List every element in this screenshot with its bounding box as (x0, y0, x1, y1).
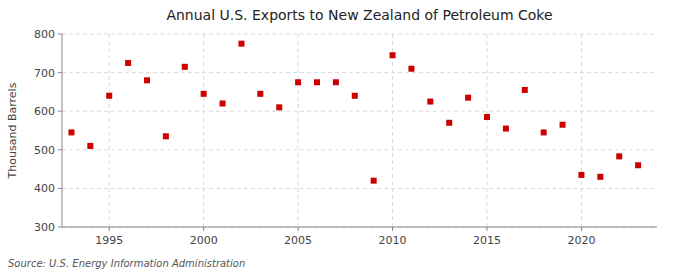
x-axis-line (62, 227, 657, 228)
x-tick-label: 2000 (190, 234, 218, 247)
point (295, 79, 301, 85)
y-grid-line (62, 227, 657, 228)
point (427, 99, 433, 105)
point (541, 129, 547, 135)
point (87, 143, 93, 149)
point (144, 77, 150, 83)
y-grid-line (62, 111, 657, 112)
y-grid-line (62, 149, 657, 150)
y-tick (58, 188, 62, 189)
y-tick-label: 700 (34, 67, 55, 80)
x-tick-label: 2015 (473, 234, 501, 247)
y-tick-label: 300 (34, 221, 55, 234)
x-tick-label: 1995 (95, 234, 123, 247)
grid (62, 34, 657, 227)
y-axis-label: Thousand Barrels (6, 82, 19, 179)
point (68, 129, 74, 135)
x-grid-line (298, 34, 299, 227)
point (201, 91, 207, 97)
y-grid-line (62, 72, 657, 73)
title: Annual U.S. Exports to New Zealand of Pe… (166, 7, 552, 23)
x-tick (203, 227, 204, 231)
point (333, 79, 339, 85)
x-grid-line (109, 34, 110, 227)
source-note: Source: U.S. Energy Information Administ… (8, 258, 245, 269)
point (276, 104, 282, 110)
point (597, 174, 603, 180)
point (503, 126, 509, 132)
x-grid-line (487, 34, 488, 227)
y-tick (58, 34, 62, 35)
point (371, 178, 377, 184)
point (163, 133, 169, 139)
x-grid-line (581, 34, 582, 227)
point (465, 95, 471, 101)
point (257, 91, 263, 97)
y-tick-label: 400 (34, 182, 55, 195)
point (238, 41, 244, 47)
y-tick-label: 600 (34, 105, 55, 118)
y-tick (58, 72, 62, 73)
chart-svg: Annual U.S. Exports to New Zealand of Pe… (0, 0, 675, 275)
x-tick (392, 227, 393, 231)
point (616, 153, 622, 159)
point (220, 100, 226, 106)
x-tick-label: 2020 (567, 234, 595, 247)
y-axis-line (62, 34, 63, 227)
y-tick-label: 800 (34, 28, 55, 41)
points (68, 41, 641, 184)
y-grid-line (62, 34, 657, 35)
point (408, 66, 414, 72)
point (522, 87, 528, 93)
x-tick (109, 227, 110, 231)
x-tick (487, 227, 488, 231)
y-tick (58, 227, 62, 228)
axes: 300 400 500 600 700 800 1995 2000 2005 2010 2015 20… (34, 28, 657, 247)
x-tick (298, 227, 299, 231)
x-tick (581, 227, 582, 231)
y-tick (58, 149, 62, 150)
point (484, 114, 490, 120)
chart-container: Annual U.S. Exports to New Zealand of Pe… (0, 0, 675, 275)
point (578, 172, 584, 178)
point (352, 93, 358, 99)
point (560, 122, 566, 128)
y-tick-label: 500 (34, 144, 55, 157)
point (125, 60, 131, 66)
y-grid-line (62, 188, 657, 189)
x-tick-label: 2010 (379, 234, 407, 247)
x-tick-label: 2005 (284, 234, 312, 247)
y-tick (58, 111, 62, 112)
point (314, 79, 320, 85)
point (106, 93, 112, 99)
point (390, 52, 396, 58)
point (182, 64, 188, 70)
x-grid-line (392, 34, 393, 227)
point (635, 162, 641, 168)
x-grid-line (203, 34, 204, 227)
point (446, 120, 452, 126)
